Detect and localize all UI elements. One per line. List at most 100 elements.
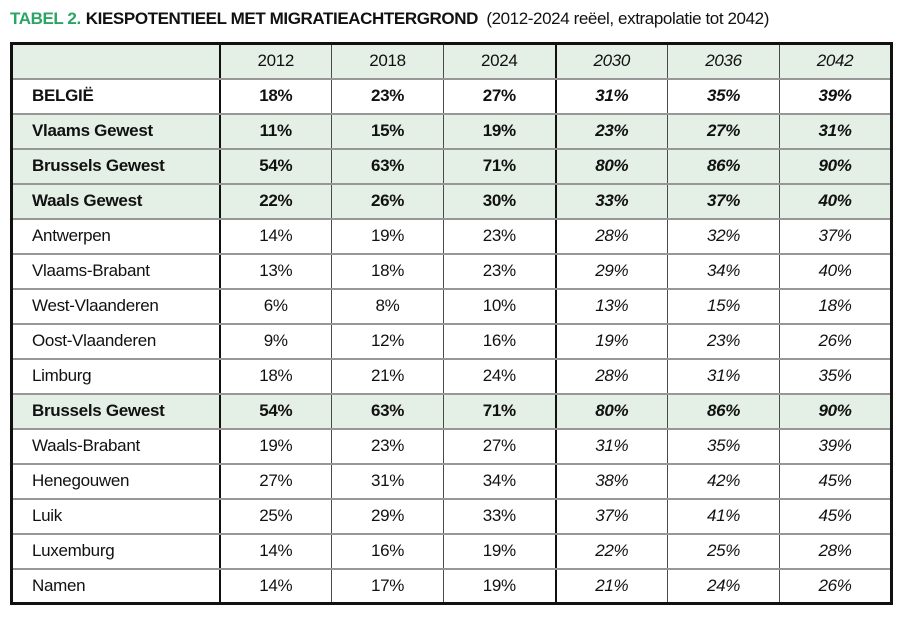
value-cell-extrapolated: 37% <box>554 497 668 535</box>
table-row: BELGIË 18% 23% 27% 31% 35% 39% <box>11 77 892 115</box>
row-label: Waals-Brabant <box>11 427 220 465</box>
table-row: Brussels Gewest 54% 63% 71% 80% 86% 90% <box>11 147 892 185</box>
value-cell-real: 19% <box>331 217 444 255</box>
table-row: Waals-Brabant 19% 23% 27% 31% 35% 39% <box>11 427 892 465</box>
header-cell-empty <box>11 42 220 80</box>
value-cell-extrapolated: 40% <box>779 182 892 220</box>
table-row: Antwerpen 14% 19% 23% 28% 32% 37% <box>11 217 892 255</box>
table-row: Luik 25% 29% 33% 37% 41% 45% <box>11 497 892 535</box>
table-row: Vlaams Gewest 11% 15% 19% 23% 27% 31% <box>11 112 892 150</box>
value-cell-extrapolated: 34% <box>667 252 780 290</box>
table-row: Namen 14% 17% 19% 21% 24% 26% <box>11 567 892 605</box>
row-label: Oost-Vlaanderen <box>11 322 220 360</box>
value-cell-extrapolated: 38% <box>554 462 668 500</box>
value-cell-real: 18% <box>331 252 444 290</box>
header-row: 2012 2018 2024 2030 2036 2042 <box>11 42 892 80</box>
table-caption-number: TABEL 2. <box>10 9 81 28</box>
row-label: Luik <box>11 497 220 535</box>
header-cell-year-extrapolated: 2030 <box>554 42 668 80</box>
value-cell-real: 63% <box>331 147 444 185</box>
value-cell-extrapolated: 35% <box>779 357 892 395</box>
value-cell-real: 23% <box>331 427 444 465</box>
value-cell-real: 14% <box>218 567 332 605</box>
value-cell-real: 19% <box>443 532 556 570</box>
table-body: BELGIË 18% 23% 27% 31% 35% 39% Vlaams Gewest 11%… <box>11 77 892 605</box>
row-label: Brussels Gewest <box>11 147 220 185</box>
value-cell-real: 54% <box>218 147 332 185</box>
value-cell-real: 14% <box>218 532 332 570</box>
value-cell-real: 8% <box>331 287 444 325</box>
row-label: Antwerpen <box>11 217 220 255</box>
value-cell-extrapolated: 33% <box>554 182 668 220</box>
value-cell-extrapolated: 28% <box>554 217 668 255</box>
row-label: West-Vlaanderen <box>11 287 220 325</box>
value-cell-extrapolated: 23% <box>667 322 780 360</box>
value-cell-real: 15% <box>331 112 444 150</box>
value-cell-real: 21% <box>331 357 444 395</box>
header-cell-year-extrapolated: 2036 <box>667 42 780 80</box>
value-cell-extrapolated: 29% <box>554 252 668 290</box>
value-cell-real: 27% <box>443 427 556 465</box>
table-header: 2012 2018 2024 2030 2036 2042 <box>11 42 892 80</box>
value-cell-real: 34% <box>443 462 556 500</box>
value-cell-real: 23% <box>331 77 444 115</box>
value-cell-extrapolated: 26% <box>779 322 892 360</box>
value-cell-real: 33% <box>443 497 556 535</box>
value-cell-real: 18% <box>218 357 332 395</box>
value-cell-real: 24% <box>443 357 556 395</box>
value-cell-extrapolated: 39% <box>779 427 892 465</box>
table-row: West-Vlaanderen 6% 8% 10% 13% 15% 18% <box>11 287 892 325</box>
row-label: Henegouwen <box>11 462 220 500</box>
value-cell-real: 16% <box>443 322 556 360</box>
value-cell-real: 30% <box>443 182 556 220</box>
value-cell-extrapolated: 18% <box>779 287 892 325</box>
table-caption: TABEL 2. KIESPOTENTIEEL MET MIGRATIEACHTE… <box>10 9 890 29</box>
table-row: Limburg 18% 21% 24% 28% 31% 35% <box>11 357 892 395</box>
value-cell-extrapolated: 39% <box>779 77 892 115</box>
table-row: Luxemburg 14% 16% 19% 22% 25% 28% <box>11 532 892 570</box>
value-cell-real: 25% <box>218 497 332 535</box>
header-cell-year-extrapolated: 2042 <box>779 42 892 80</box>
value-cell-real: 71% <box>443 147 556 185</box>
value-cell-extrapolated: 35% <box>667 77 780 115</box>
table-row: Brussels Gewest 54% 63% 71% 80% 86% 90% <box>11 392 892 430</box>
value-cell-extrapolated: 37% <box>779 217 892 255</box>
row-label: Brussels Gewest <box>11 392 220 430</box>
value-cell-extrapolated: 25% <box>667 532 780 570</box>
page: TABEL 2. KIESPOTENTIEEL MET MIGRATIEACHTE… <box>10 9 893 605</box>
value-cell-extrapolated: 32% <box>667 217 780 255</box>
value-cell-extrapolated: 27% <box>667 112 780 150</box>
value-cell-real: 23% <box>443 217 556 255</box>
value-cell-extrapolated: 40% <box>779 252 892 290</box>
value-cell-extrapolated: 31% <box>554 427 668 465</box>
header-cell-year: 2018 <box>331 42 444 80</box>
value-cell-real: 16% <box>331 532 444 570</box>
table-row: Oost-Vlaanderen 9% 12% 16% 19% 23% 26% <box>11 322 892 360</box>
value-cell-real: 22% <box>218 182 332 220</box>
row-label: Vlaams Gewest <box>11 112 220 150</box>
header-cell-year: 2024 <box>443 42 556 80</box>
value-cell-real: 29% <box>331 497 444 535</box>
value-cell-extrapolated: 19% <box>554 322 668 360</box>
value-cell-extrapolated: 37% <box>667 182 780 220</box>
row-label: Luxemburg <box>11 532 220 570</box>
value-cell-extrapolated: 23% <box>554 112 668 150</box>
value-cell-real: 31% <box>331 462 444 500</box>
value-cell-extrapolated: 28% <box>554 357 668 395</box>
value-cell-real: 6% <box>218 287 332 325</box>
value-cell-extrapolated: 86% <box>667 392 780 430</box>
value-cell-extrapolated: 24% <box>667 567 780 605</box>
value-cell-extrapolated: 41% <box>667 497 780 535</box>
value-cell-real: 18% <box>218 77 332 115</box>
row-label: Waals Gewest <box>11 182 220 220</box>
value-cell-extrapolated: 90% <box>779 392 892 430</box>
header-cell-year: 2012 <box>218 42 332 80</box>
value-cell-extrapolated: 90% <box>779 147 892 185</box>
row-label: Vlaams-Brabant <box>11 252 220 290</box>
value-cell-real: 17% <box>331 567 444 605</box>
value-cell-real: 26% <box>331 182 444 220</box>
value-cell-real: 27% <box>443 77 556 115</box>
value-cell-real: 19% <box>443 112 556 150</box>
value-cell-real: 13% <box>218 252 332 290</box>
value-cell-extrapolated: 21% <box>554 567 668 605</box>
